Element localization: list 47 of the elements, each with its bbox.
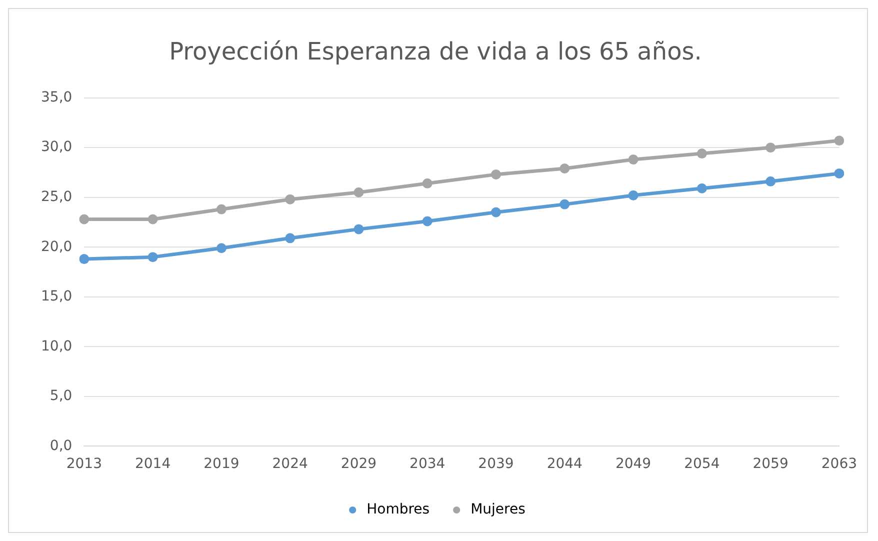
point <box>560 163 570 174</box>
point <box>834 136 844 146</box>
y-tick-label: 15,0 <box>41 288 72 305</box>
legend-label: Mujeres <box>470 502 526 518</box>
y-tick-label: 25,0 <box>41 188 72 205</box>
point <box>79 214 90 224</box>
point <box>148 252 158 262</box>
y-tick-label: 30,0 <box>41 139 72 156</box>
point <box>560 199 570 210</box>
x-tick-label: 2044 <box>546 456 583 472</box>
x-tick-label: 2034 <box>410 456 446 472</box>
x-tick-label: 2039 <box>478 456 514 472</box>
x-tick-label: 2063 <box>821 456 858 472</box>
point <box>766 176 776 186</box>
point <box>285 194 296 204</box>
point <box>285 233 296 244</box>
point <box>354 224 364 234</box>
point <box>422 178 432 188</box>
x-tick-label: 2029 <box>340 456 377 472</box>
x-tick-label: 2024 <box>272 456 308 472</box>
y-tick-label: 35,0 <box>41 89 72 106</box>
chart-title: Proyección Esperanza de vida a los 65 años. <box>169 38 702 66</box>
point <box>628 190 638 200</box>
point <box>354 187 364 198</box>
legend-label: Hombres <box>366 502 430 518</box>
point <box>216 243 226 254</box>
point <box>491 207 501 218</box>
x-tick-label: 2014 <box>134 456 171 472</box>
point <box>696 183 707 194</box>
x-tick-label: 2019 <box>204 456 240 472</box>
point <box>491 169 501 180</box>
y-tick-label: 20,0 <box>41 238 72 255</box>
point <box>148 214 158 224</box>
point <box>696 148 707 159</box>
point <box>79 254 90 264</box>
x-tick-label: 2013 <box>66 456 102 472</box>
x-tick-label: 2049 <box>615 456 652 472</box>
point <box>834 168 844 178</box>
point <box>628 154 638 165</box>
y-tick-label: 5,0 <box>50 388 72 404</box>
point <box>422 216 432 226</box>
y-tick-label: 0,0 <box>50 438 72 454</box>
point <box>216 204 226 214</box>
x-tick-label: 2059 <box>752 456 788 472</box>
x-tick-label: 2054 <box>684 456 720 472</box>
point <box>766 142 776 153</box>
y-tick-label: 10,0 <box>41 338 72 354</box>
